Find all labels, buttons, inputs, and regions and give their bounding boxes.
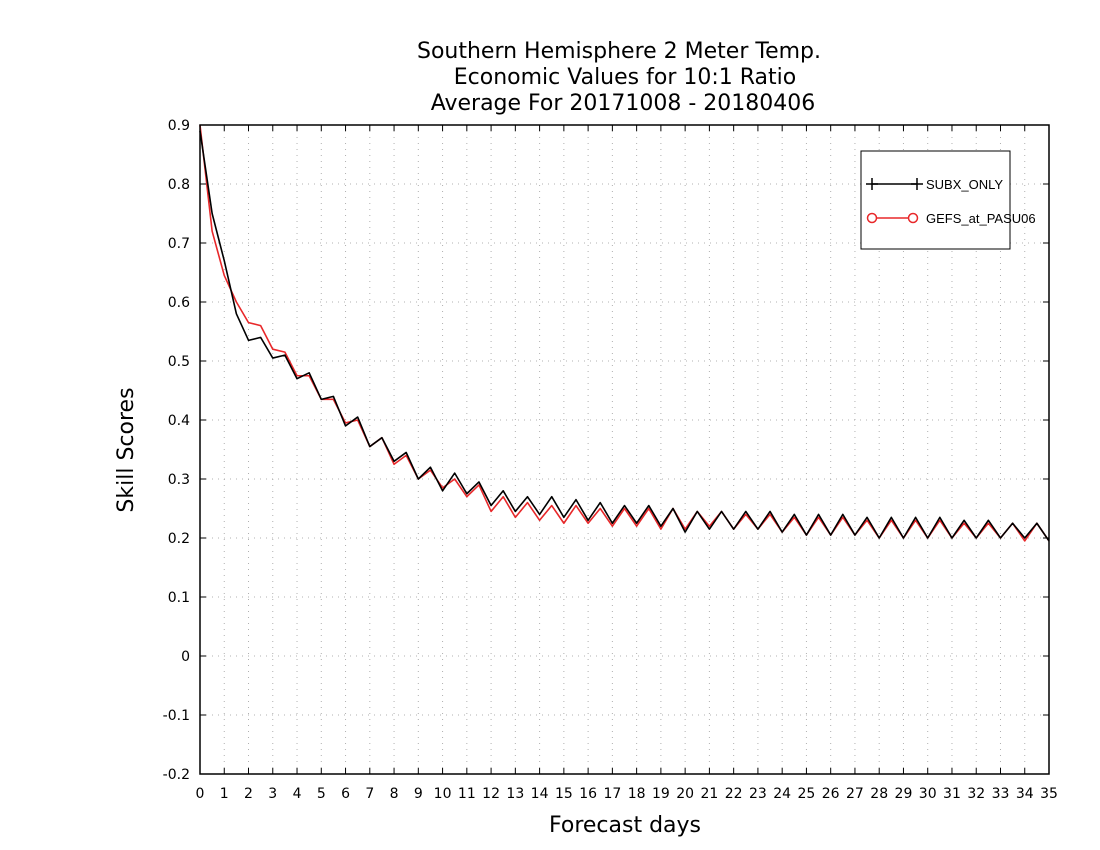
- x-tick-label: 32: [967, 786, 985, 802]
- x-tick-label: 27: [846, 786, 864, 802]
- y-tick-label: 0.9: [168, 118, 190, 134]
- y-tick-label: -0.1: [163, 708, 190, 724]
- y-tick-label: 0: [181, 649, 190, 665]
- plus-marker-icon: [866, 178, 923, 190]
- x-tick-label: 22: [725, 786, 743, 802]
- y-tick-label: 0.3: [168, 472, 190, 488]
- x-tick-label: 9: [414, 786, 423, 802]
- x-tick-label: 29: [895, 786, 913, 802]
- x-tick-label: 33: [992, 786, 1010, 802]
- x-tick-label: 19: [652, 786, 670, 802]
- series-lines: [199, 124, 1050, 542]
- x-tick-label: 26: [822, 786, 840, 802]
- circle-marker-icon: [866, 212, 878, 224]
- x-tick-label: 25: [798, 786, 816, 802]
- x-tick-label: 10: [434, 786, 452, 802]
- legend-entry-subx-only: SUBX_ONLY: [866, 177, 1003, 192]
- series-line-subx-only: [199, 130, 1050, 542]
- x-axis-label: Forecast days: [549, 813, 701, 838]
- title-line-1: Southern Hemisphere 2 Meter Temp.: [417, 39, 821, 64]
- y-tick-label: 0.8: [168, 177, 190, 193]
- legend-entry-gefs: GEFS_at_PASU06: [866, 211, 1036, 226]
- x-tick-label: 12: [482, 786, 500, 802]
- y-axis-label: Skill Scores: [114, 387, 139, 512]
- x-tick-label: 5: [317, 786, 326, 802]
- chart-title: Southern Hemisphere 2 Meter Temp. Econom…: [417, 39, 821, 116]
- x-tick-label: 23: [749, 786, 767, 802]
- x-tick-label: 24: [773, 786, 791, 802]
- y-tick-label: 0.1: [168, 590, 190, 606]
- legend-box: [860, 150, 1011, 250]
- plot-frame: [199, 124, 1050, 775]
- legend-label-gefs: GEFS_at_PASU06: [926, 211, 1036, 226]
- x-tick-label: 34: [1016, 786, 1034, 802]
- legend-label-subx-only: SUBX_ONLY: [926, 177, 1003, 192]
- y-tick-label: 0.5: [168, 354, 190, 370]
- x-tick-label: 21: [700, 786, 718, 802]
- axis-ticks: 0 1 2 3 4 5 6 7 8 9 10 11 12 13 14 15 16 17 18 19 20 21 22 23 24…: [163, 118, 1058, 802]
- x-tick-label: 16: [579, 786, 597, 802]
- legend: SUBX_ONLY GEFS_at_PASU06: [860, 150, 1036, 250]
- x-tick-label: 18: [628, 786, 646, 802]
- x-tick-label: 8: [390, 786, 399, 802]
- x-tick-label: 15: [555, 786, 573, 802]
- title-line-3: Average For 20171008 - 20180406: [431, 91, 816, 116]
- x-tick-label: 7: [365, 786, 374, 802]
- y-tick-label: 0.2: [168, 531, 190, 547]
- y-tick-label: 0.6: [168, 295, 190, 311]
- y-tick-label: 0.7: [168, 236, 190, 252]
- x-tick-label: 20: [676, 786, 694, 802]
- x-tick-label: 3: [268, 786, 277, 802]
- x-tick-label: 28: [870, 786, 888, 802]
- x-tick-label: 31: [943, 786, 961, 802]
- y-tick-label: 0.4: [168, 413, 190, 429]
- grid: [200, 125, 1049, 774]
- x-tick-label: 17: [603, 786, 621, 802]
- x-tick-label: 2: [244, 786, 253, 802]
- x-tick-label: 6: [341, 786, 350, 802]
- title-line-2: Economic Values for 10:1 Ratio: [454, 65, 796, 90]
- x-tick-label: 11: [458, 786, 476, 802]
- x-tick-label: 1: [220, 786, 229, 802]
- x-tick-label: 14: [531, 786, 549, 802]
- x-tick-label: 0: [196, 786, 205, 802]
- x-tick-label: 4: [293, 786, 302, 802]
- y-tick-label: -0.2: [163, 767, 190, 783]
- x-tick-label: 35: [1040, 786, 1058, 802]
- circle-marker-icon: [907, 212, 919, 224]
- x-tick-label: 13: [506, 786, 524, 802]
- x-tick-label: 30: [919, 786, 937, 802]
